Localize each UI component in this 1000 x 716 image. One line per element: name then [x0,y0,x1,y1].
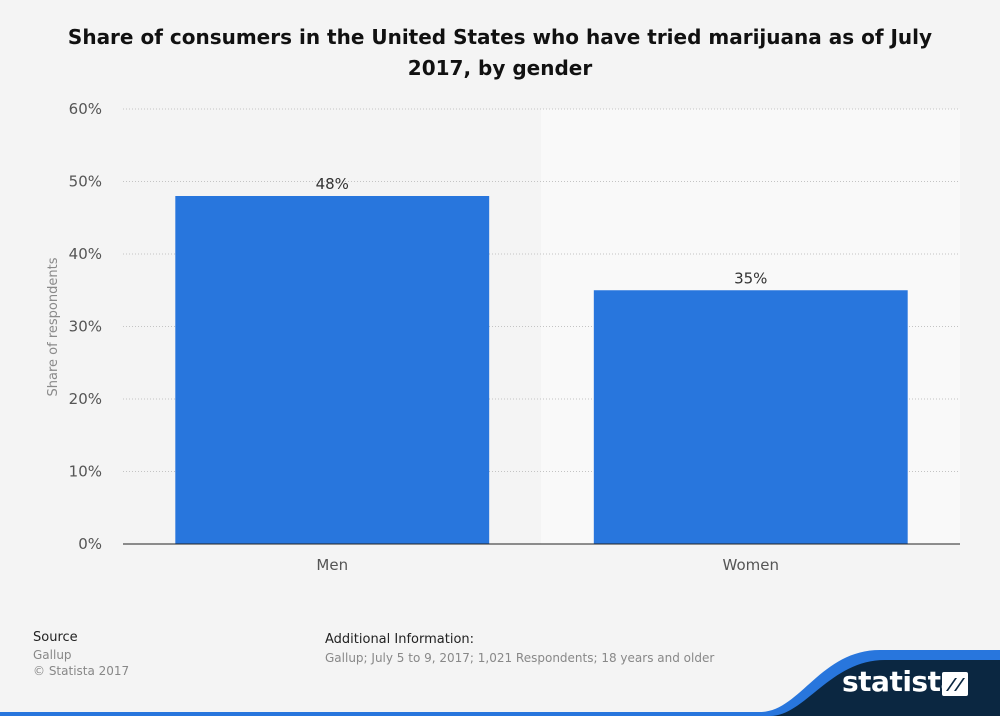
x-tick-label: Women [723,556,779,574]
source-name[interactable]: Gallup [33,648,72,662]
brand-banner [0,650,1000,716]
y-tick-label: 30% [69,318,102,336]
y-axis-label: Share of respondents [46,257,61,396]
y-tick-label: 20% [69,390,102,408]
statista-logo-icon[interactable] [942,672,968,696]
additional-info-heading: Additional Information: [325,632,475,647]
y-tick-label: 10% [69,463,102,481]
y-tick-label: 60% [69,100,102,118]
additional-info-text: Gallup; July 5 to 9, 2017; 1,021 Respond… [325,651,715,665]
data-label-men: 48% [316,175,349,193]
y-tick-label: 50% [69,173,102,191]
x-axis-ticks: Men Women [316,556,779,574]
data-label-women: 35% [734,269,767,287]
x-tick-label: Men [316,556,348,574]
y-tick-label: 40% [69,245,102,263]
bar-women[interactable] [593,290,908,544]
copyright: © Statista 2017 [33,664,130,678]
data-labels: 48% 35% [316,175,768,287]
y-tick-label: 0% [78,535,102,553]
chart-title: Share of consumers in the United States … [67,25,933,80]
source-heading: Source [33,630,78,645]
bar-chart: 0% 10% 20% 30% 40% 50% 60% 48% 35% Men Women Sha… [46,100,960,574]
brand-dark-wave [0,660,1000,716]
y-axis-ticks: 0% 10% 20% 30% 40% 50% 60% [69,100,102,553]
statista-logo-text[interactable]: statista [842,665,959,698]
bars [175,196,908,544]
bar-men[interactable] [175,196,490,544]
